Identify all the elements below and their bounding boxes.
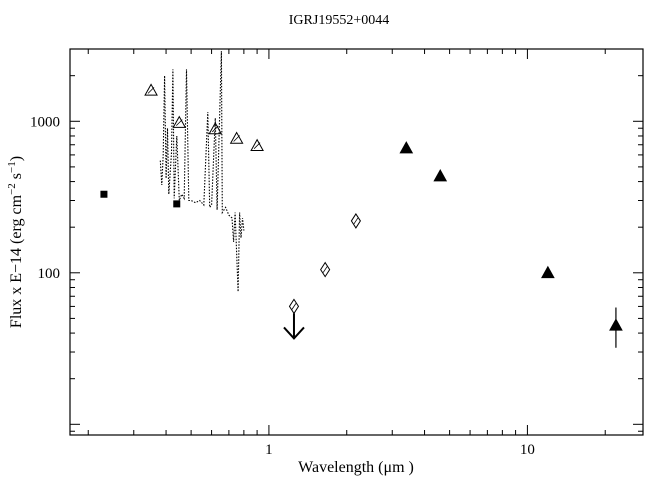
- y-label-exp-s: −1: [6, 161, 18, 173]
- axes: 1 10 100 1000: [30, 48, 643, 458]
- square-marker: [173, 200, 181, 208]
- open-triangle-marker: [172, 115, 187, 128]
- filled-triangle-marker: [541, 265, 555, 279]
- open-triangle-marker: [250, 138, 264, 152]
- y-label-text: Flux x E−14 (erg cm: [8, 194, 25, 328]
- open-triangle-slash: [147, 87, 155, 94]
- open-triangle-marker: [144, 83, 158, 96]
- filled-triangle-marker: [433, 169, 448, 182]
- filled-triangle-marker: [399, 141, 414, 154]
- y-label-s: s: [8, 173, 25, 183]
- square-marker: [100, 190, 108, 198]
- open-triangle-marker: [229, 131, 244, 144]
- plot-frame: [69, 48, 644, 436]
- diamond-slash: [291, 303, 297, 310]
- open-triangle-slash: [253, 142, 261, 149]
- data-marks: [100, 51, 623, 348]
- diamond-slash: [322, 266, 328, 273]
- y-tick-label: 100: [38, 266, 61, 282]
- diamond-slash: [353, 217, 359, 225]
- upper-limit-arrowhead: [283, 326, 305, 340]
- x-axis-label: Wavelength (μm ): [298, 459, 414, 476]
- y-label-exp-cm: −2: [6, 183, 18, 195]
- y-label-close: ): [8, 156, 25, 161]
- chart-title: IGRJ19552+0044: [289, 13, 389, 28]
- y-axis-label: Flux x E−14 (erg cm−2 s−1): [6, 156, 25, 328]
- spectrum-line: [159, 51, 245, 292]
- open-triangle-slash: [175, 119, 183, 126]
- open-triangle-slash: [233, 135, 240, 142]
- y-tick-label: 1000: [30, 114, 60, 130]
- x-tick-label: 1: [265, 442, 273, 458]
- x-tick-label: 10: [520, 442, 535, 458]
